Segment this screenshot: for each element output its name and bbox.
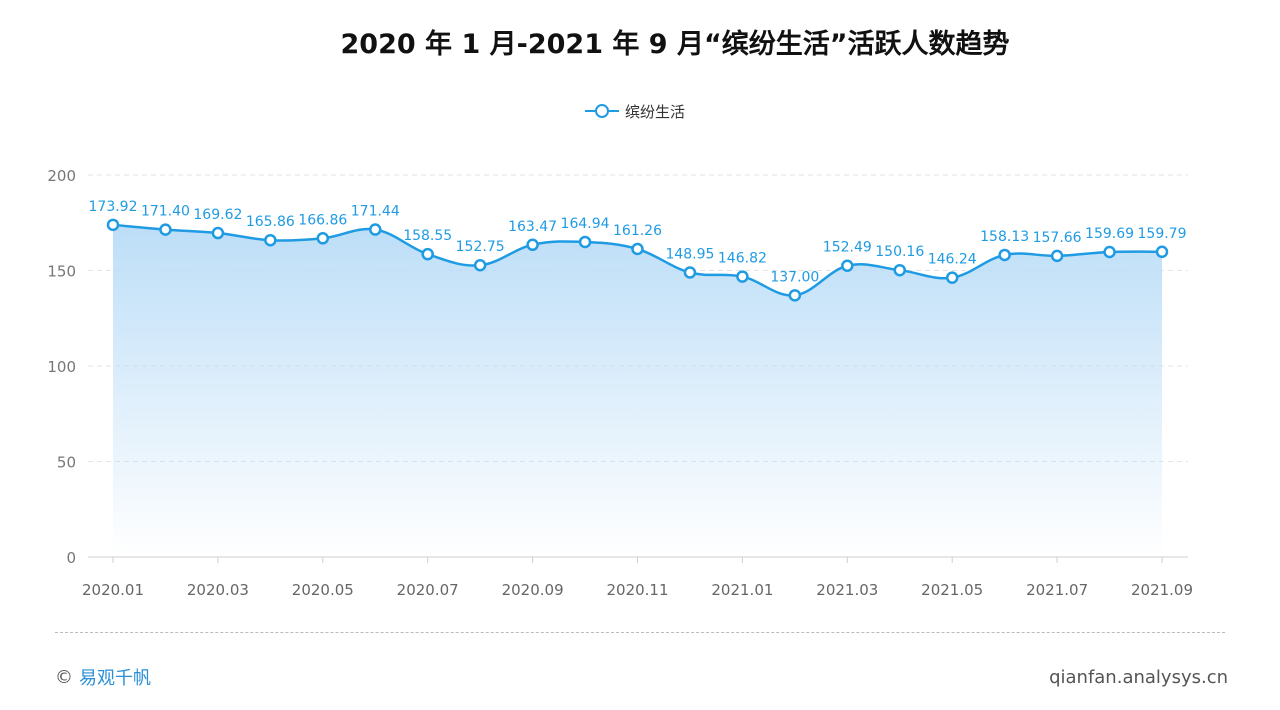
x-tick-label: 2021.05 — [921, 581, 983, 599]
data-label: 169.62 — [193, 207, 242, 223]
data-label: 158.55 — [403, 228, 452, 244]
data-label: 157.66 — [1033, 230, 1082, 246]
y-tick-label: 150 — [47, 263, 76, 281]
data-point — [945, 271, 959, 284]
x-tick-label: 2021.07 — [1026, 581, 1088, 599]
x-tick-label: 2021.01 — [711, 581, 773, 599]
data-point — [893, 263, 906, 277]
footer-brand: © 易观千帆 — [55, 664, 151, 690]
x-tick-label: 2020.03 — [187, 581, 249, 599]
data-label: 152.49 — [823, 240, 872, 256]
data-label: 171.40 — [141, 204, 190, 220]
data-label: 163.47 — [508, 219, 557, 235]
data-label: 161.26 — [613, 223, 662, 239]
data-point — [631, 242, 644, 256]
copyright-symbol: © — [55, 666, 73, 688]
data-point — [788, 289, 802, 302]
y-tick-label: 0 — [66, 549, 76, 567]
chart-plot: 173.92 171.40 169.62 165.86 166.86171.44158.… — [47, 167, 1193, 599]
y-tick-label: 100 — [47, 358, 76, 376]
data-label: 166.86 — [298, 212, 347, 228]
data-label: 146.24 — [928, 252, 977, 268]
data-label: 150.16 — [875, 244, 924, 260]
legend[interactable]: 缤纷生活 — [585, 100, 685, 122]
data-point — [998, 248, 1011, 262]
data-point — [473, 258, 487, 272]
series-area — [113, 224, 1162, 557]
data-label: 146.82 — [718, 251, 767, 267]
x-tick-label: 2020.01 — [82, 581, 144, 599]
data-point — [1103, 245, 1116, 259]
footer-divider — [55, 632, 1225, 633]
x-tick-label: 2020.05 — [292, 581, 354, 599]
brand-name: 易观千帆 — [79, 668, 151, 689]
y-tick-label: 50 — [57, 454, 76, 472]
data-point — [736, 270, 749, 283]
data-point — [1050, 249, 1064, 263]
data-label: 159.69 — [1085, 226, 1134, 242]
data-point — [369, 223, 382, 236]
data-point — [211, 226, 225, 240]
x-tick-label: 2021.03 — [816, 581, 878, 599]
data-point — [106, 218, 120, 232]
x-tick-label: 2020.09 — [502, 581, 564, 599]
data-point — [841, 259, 854, 272]
legend-marker-icon — [585, 100, 619, 122]
data-label: 171.44 — [351, 204, 400, 220]
data-label: 164.94 — [561, 216, 610, 232]
chart-title: 2020 年 1 月-2021 年 9 月“缤纷生活”活跃人数趋势 — [340, 29, 1010, 60]
data-point — [159, 223, 172, 236]
x-tick-label: 2020.07 — [397, 581, 459, 599]
data-label: 173.92 — [89, 199, 138, 215]
data-point — [316, 232, 330, 245]
x-tick-label: 2020.11 — [606, 581, 668, 599]
data-label: 165.86 — [246, 214, 295, 230]
footer-site: qianfan.analysys.cn — [1049, 667, 1228, 688]
data-point — [578, 235, 592, 249]
data-point — [526, 238, 539, 252]
x-tick-label: 2021.09 — [1131, 581, 1193, 599]
data-label: 148.95 — [665, 247, 714, 263]
data-point — [421, 247, 434, 261]
legend-label: 缤纷生活 — [625, 102, 686, 121]
y-tick-label: 200 — [47, 167, 76, 185]
data-point — [264, 233, 277, 247]
data-label: 137.00 — [770, 269, 819, 285]
data-label: 158.13 — [980, 229, 1029, 245]
data-point — [1155, 245, 1169, 259]
data-point — [683, 266, 697, 279]
data-label: 152.75 — [456, 239, 505, 255]
data-label: 159.79 — [1138, 226, 1187, 242]
